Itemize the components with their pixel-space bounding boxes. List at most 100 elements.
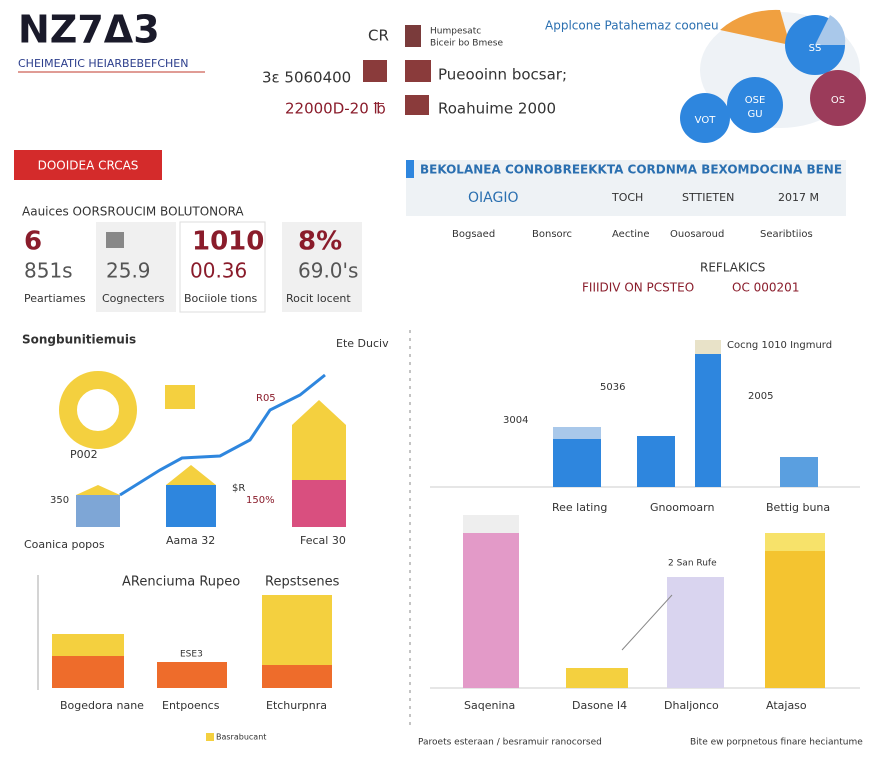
stat-label: Peartiames bbox=[24, 292, 86, 305]
value-label: 350 bbox=[50, 495, 69, 506]
category: Bettig buna bbox=[766, 501, 830, 514]
icon bbox=[405, 95, 429, 115]
bar bbox=[637, 436, 675, 487]
trend-line bbox=[119, 373, 326, 497]
chart-title: Songbunitiemuis bbox=[22, 333, 136, 347]
tab[interactable]: OIAGIO bbox=[468, 190, 518, 206]
bar-cap bbox=[695, 340, 721, 354]
tab-label: Ouosaroud bbox=[670, 229, 724, 240]
tab-banner: BEKOLANEA CONROBREEKKTA CORDNMA BEXOMDOC… bbox=[420, 163, 842, 177]
stat-label: Cognecters bbox=[102, 292, 165, 305]
banner bbox=[14, 150, 162, 180]
pie-slice bbox=[815, 15, 846, 45]
bar bbox=[667, 577, 724, 688]
stat-label: Bociiole tions bbox=[184, 292, 258, 305]
bar-cap bbox=[463, 515, 519, 533]
pie-slice bbox=[720, 9, 790, 45]
tab[interactable]: TOCH bbox=[611, 191, 643, 204]
icon bbox=[363, 60, 387, 82]
stat-label: Rocit locent bbox=[286, 292, 351, 305]
category: Aama 32 bbox=[166, 534, 215, 547]
info: Roahuime 2000 bbox=[438, 100, 556, 118]
pie-label: OSE bbox=[745, 95, 766, 106]
chart-title: Repstsenes bbox=[265, 575, 340, 590]
category: Bogedora nane bbox=[60, 699, 144, 712]
value-label: 5036 bbox=[600, 382, 625, 393]
value-label: ESE3 bbox=[180, 650, 203, 660]
bar-cap bbox=[553, 427, 601, 439]
stat-bottom: 69.0's bbox=[298, 259, 358, 283]
heading: Aauices OORSROUCIM BOLUTONORA bbox=[22, 205, 244, 219]
value-label: $R bbox=[232, 483, 245, 494]
stat-top: 8% bbox=[298, 227, 342, 257]
icon bbox=[106, 232, 124, 248]
code: CR bbox=[368, 27, 389, 45]
chart-title: ARenciuma Rupeo bbox=[122, 575, 240, 590]
footer: Bite ew porpnetous finare heciantume bbox=[690, 738, 863, 748]
bar bbox=[566, 668, 628, 688]
subtitle: CHEIMEATIC HEIARBEBEFCHEN bbox=[18, 57, 188, 70]
legend: Humpesatc bbox=[430, 27, 481, 37]
stat: 22000D-20 ℔ bbox=[285, 100, 386, 118]
bar bbox=[262, 665, 332, 688]
bar bbox=[780, 457, 818, 487]
bubble bbox=[810, 70, 866, 126]
footer: Paroets esteraan / besramuir ranocorsed bbox=[418, 738, 602, 748]
bar bbox=[695, 340, 721, 487]
bar bbox=[262, 595, 332, 665]
category: Gnoomoarn bbox=[650, 501, 714, 514]
stat-bottom: 25.9 bbox=[106, 259, 151, 283]
tab-label: Aectine bbox=[612, 229, 650, 240]
bar bbox=[463, 515, 519, 688]
donut bbox=[59, 371, 137, 449]
stat-bottom: 00.36 bbox=[190, 259, 247, 283]
category: Saqenina bbox=[464, 699, 515, 712]
note: 2 San Rufe bbox=[668, 559, 717, 569]
card bbox=[282, 222, 362, 312]
bar-cap bbox=[765, 533, 825, 551]
icon bbox=[165, 385, 195, 409]
donut-label: P002 bbox=[70, 448, 98, 461]
category: Dhaljonco bbox=[664, 699, 719, 712]
category: Dasone I4 bbox=[572, 699, 627, 712]
value-label: 2005 bbox=[748, 391, 773, 402]
stat-bottom: 851s bbox=[24, 259, 73, 283]
ref-title: REFLAKICS bbox=[700, 261, 765, 275]
pie-label: OS bbox=[831, 95, 845, 106]
bar bbox=[52, 656, 124, 688]
pie-label: SS bbox=[809, 43, 822, 54]
bubble bbox=[727, 77, 783, 133]
category: Entpoencs bbox=[162, 699, 220, 712]
pie-label: GU bbox=[747, 109, 762, 120]
tab-label: Searibtiios bbox=[760, 229, 813, 240]
ref: FIIIDIV ON PCSTEO bbox=[582, 281, 694, 295]
logo: NZ7Δ3 bbox=[18, 8, 160, 52]
category: Fecal 30 bbox=[300, 534, 346, 547]
banner-text: DOOIDEA CRCAS bbox=[38, 159, 139, 173]
tab[interactable]: STTIETEN bbox=[682, 191, 734, 204]
bar bbox=[157, 662, 227, 688]
roof bbox=[76, 485, 120, 495]
category: Atajaso bbox=[766, 699, 807, 712]
roof bbox=[292, 400, 346, 425]
bar bbox=[76, 495, 120, 527]
bubble bbox=[680, 93, 730, 143]
pie-title: Applcone Patahemaz cooneu bbox=[545, 19, 719, 33]
legend-label: Basrabucant bbox=[216, 733, 266, 742]
value-label: 150% bbox=[246, 495, 275, 506]
legend: Biceir bo Bmese bbox=[430, 39, 503, 49]
icon bbox=[405, 60, 431, 82]
tab[interactable]: 2017 M bbox=[778, 191, 819, 204]
value-label: Cocng 1010 Ingmurd bbox=[727, 340, 832, 351]
category: Coanica popos bbox=[24, 538, 105, 551]
tab-panel bbox=[406, 160, 846, 216]
value-label: 3004 bbox=[503, 415, 528, 426]
category: Ree lating bbox=[552, 501, 607, 514]
bar bbox=[765, 533, 825, 688]
stat-top: 6 bbox=[24, 227, 42, 257]
bar bbox=[52, 634, 124, 656]
stat-top: 1010 bbox=[192, 227, 264, 257]
accent bbox=[406, 160, 414, 178]
card bbox=[179, 221, 266, 313]
